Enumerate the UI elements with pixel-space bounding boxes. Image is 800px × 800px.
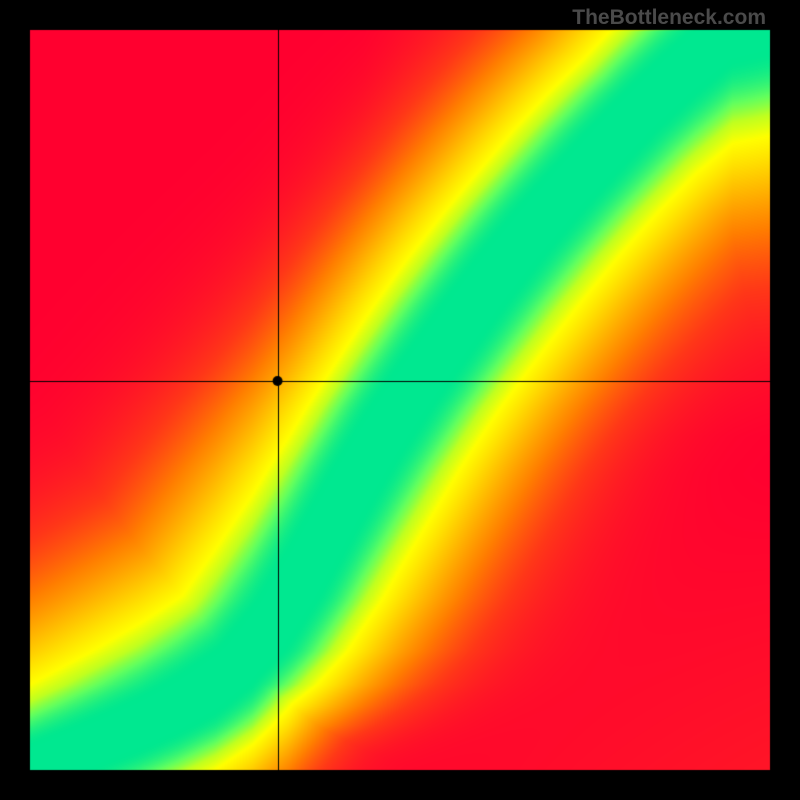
chart-container: { "meta": { "source_watermark": "TheBott… xyxy=(0,0,800,800)
watermark-text: TheBottleneck.com xyxy=(572,6,766,30)
bottleneck-heatmap xyxy=(0,0,800,800)
